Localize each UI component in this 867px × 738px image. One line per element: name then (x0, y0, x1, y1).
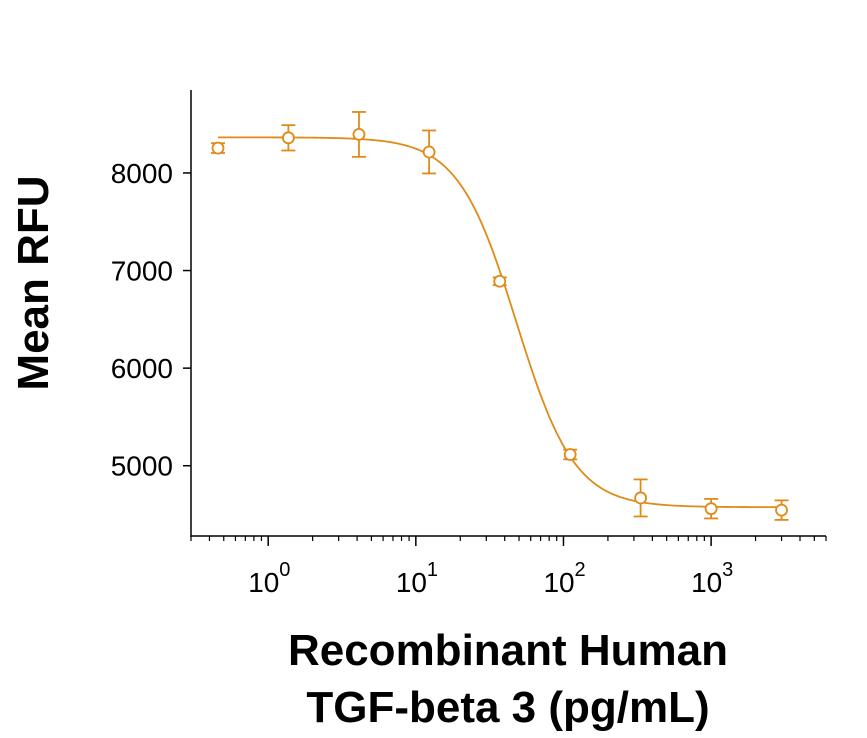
data-point (704, 502, 718, 516)
axes (183, 90, 827, 546)
x-tick-label: 10 (543, 567, 574, 598)
x-tick-exponent: 2 (574, 559, 585, 581)
data-point (352, 128, 366, 141)
x-tick-label: 10 (691, 567, 722, 598)
x-axis-title-line-2: TGF-beta 3 (pg/mL) (306, 683, 709, 732)
x-tick-exponent: 1 (427, 559, 438, 581)
data-point (563, 448, 577, 461)
x-tick-label: 10 (248, 567, 279, 598)
data-point (422, 145, 436, 159)
x-tick-exponent: 0 (279, 559, 290, 581)
y-tick-label: 5000 (111, 451, 173, 482)
data-point (775, 503, 788, 517)
fit-curve-group (217, 136, 782, 509)
y-axis-title: Mean RFU (9, 175, 58, 390)
y-tick-label: 6000 (111, 353, 173, 384)
data-points (210, 111, 789, 521)
x-axis-title-line-1: Recombinant Human (288, 626, 728, 675)
data-point (211, 141, 225, 155)
x-tick-label: 10 (396, 567, 427, 598)
y-tick-label: 8000 (111, 158, 173, 189)
x-tick-exponent: 3 (722, 559, 733, 581)
fit-curve (217, 136, 782, 509)
data-point (493, 274, 507, 288)
y-tick-label: 7000 (111, 256, 173, 287)
data-point (281, 131, 295, 145)
data-point (634, 491, 648, 505)
